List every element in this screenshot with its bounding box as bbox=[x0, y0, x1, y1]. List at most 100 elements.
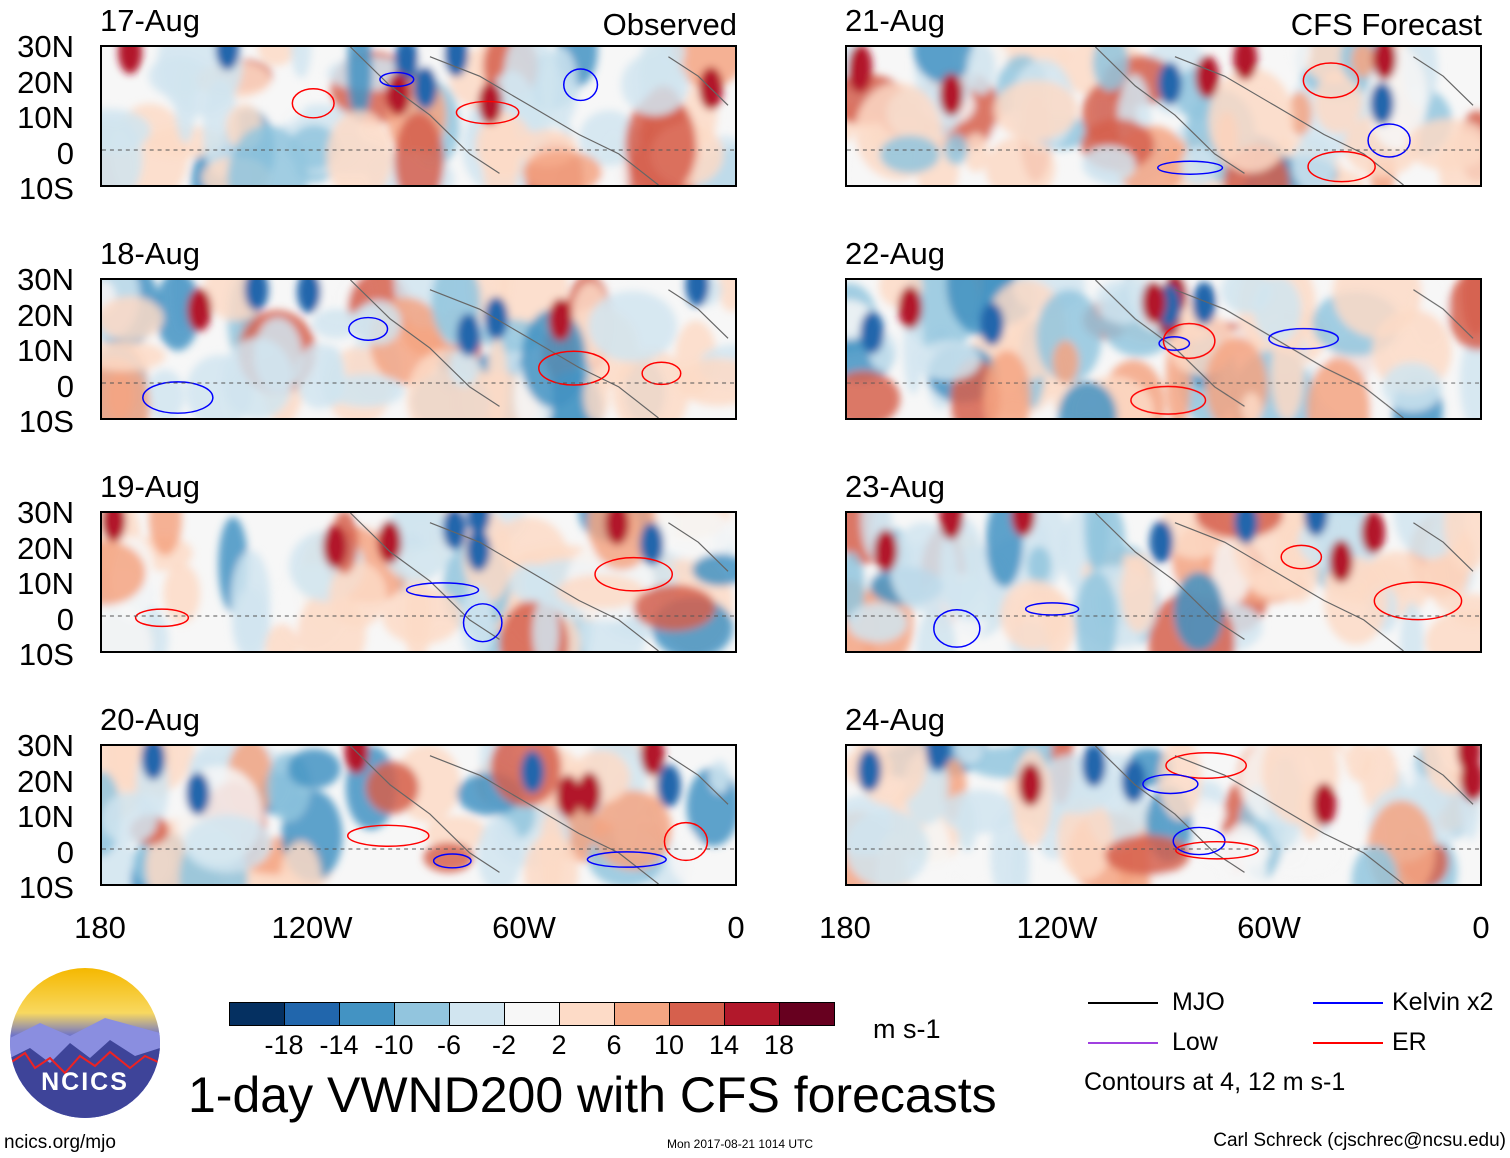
wind-anomaly-blob bbox=[918, 817, 952, 884]
wind-anomaly-blob bbox=[102, 792, 158, 844]
wind-anomaly-blob bbox=[847, 602, 908, 643]
panel-date: 18-Aug bbox=[100, 236, 200, 271]
wind-anomaly-blob bbox=[633, 584, 716, 631]
y-tick-label: 0 bbox=[56, 368, 74, 404]
wind-anomaly-blob bbox=[1382, 362, 1443, 412]
map-panel bbox=[100, 511, 737, 653]
panel-date: 21-Aug bbox=[845, 3, 945, 38]
wind-anomaly-core bbox=[1233, 47, 1258, 81]
wind-anomaly-core bbox=[685, 280, 710, 307]
colorbar-swatch bbox=[780, 1003, 834, 1025]
wind-anomaly-blob bbox=[1121, 553, 1157, 633]
colorbar-swatch bbox=[230, 1003, 285, 1025]
wind-anomaly-blob bbox=[579, 110, 639, 167]
wind-anomaly-core bbox=[857, 748, 882, 792]
map-panel bbox=[845, 45, 1482, 187]
legend-kelvin: Kelvin x2 bbox=[1392, 988, 1494, 1016]
wind-anomaly-blob bbox=[532, 596, 560, 651]
wind-anomaly-blob bbox=[847, 370, 901, 418]
kelvin-contour bbox=[1172, 826, 1226, 856]
y-tick-label: 10S bbox=[18, 171, 74, 206]
wind-anomaly-blob bbox=[403, 570, 432, 651]
mjo-line-icon bbox=[1088, 1002, 1158, 1004]
wind-anomaly-core bbox=[556, 774, 581, 818]
wind-anomaly-blob bbox=[1351, 47, 1375, 78]
x-tick-label: 120W bbox=[1016, 910, 1098, 945]
panel-date: 19-Aug bbox=[100, 469, 200, 504]
wind-anomaly-core bbox=[520, 750, 545, 794]
coastline bbox=[1095, 513, 1474, 651]
colorbar-swatch bbox=[615, 1003, 670, 1025]
wind-anomaly-blob bbox=[1158, 746, 1202, 820]
y-tick-label: 20N bbox=[17, 297, 74, 333]
er-contour bbox=[594, 556, 674, 592]
wind-anomaly-blob bbox=[257, 47, 295, 66]
wind-anomaly-core bbox=[1192, 282, 1217, 325]
wind-anomaly-core bbox=[939, 513, 964, 540]
wind-anomaly-blob bbox=[1460, 280, 1480, 336]
x-tick-label: 0 bbox=[1472, 910, 1490, 945]
wind-anomaly-blob bbox=[509, 563, 552, 603]
wind-anomaly-blob bbox=[102, 296, 164, 340]
kelvin-contour bbox=[379, 71, 415, 88]
wind-anomaly-core bbox=[605, 513, 630, 545]
wind-anomaly-core bbox=[1361, 513, 1386, 554]
wind-anomaly-blob bbox=[486, 337, 508, 418]
wind-anomaly-core bbox=[1370, 82, 1394, 125]
wind-anomaly-blob bbox=[1459, 335, 1480, 418]
wind-anomaly-blob bbox=[1306, 357, 1371, 418]
map-panel bbox=[845, 511, 1482, 653]
kelvin-contour bbox=[1158, 336, 1191, 351]
colorbar-label: -6 bbox=[436, 1030, 462, 1060]
wind-anomaly-blob bbox=[1253, 280, 1302, 344]
wind-anomaly-core bbox=[466, 528, 491, 572]
wind-anomaly-core bbox=[980, 302, 1004, 346]
wind-anomaly-blob bbox=[985, 513, 1023, 588]
wind-anomaly-blob bbox=[1082, 145, 1136, 184]
kelvin-contour bbox=[1367, 123, 1411, 158]
wind-anomaly-blob bbox=[1052, 340, 1079, 384]
kelvin-contour bbox=[933, 609, 981, 648]
legend-low: Low bbox=[1172, 1028, 1218, 1056]
y-tick-label: 30N bbox=[17, 495, 74, 530]
wind-anomaly-blob bbox=[675, 358, 735, 406]
er-contour bbox=[134, 608, 190, 628]
wind-anomaly-blob bbox=[1180, 146, 1218, 185]
wind-anomaly-core bbox=[640, 746, 665, 776]
kelvin-contour bbox=[586, 851, 667, 868]
wind-anomaly-core bbox=[925, 746, 950, 772]
wind-anomaly-blob bbox=[482, 109, 519, 185]
coastline bbox=[350, 513, 729, 651]
wind-anomaly-blob bbox=[963, 133, 989, 173]
y-tick-label: 10N bbox=[17, 799, 74, 834]
wind-anomaly-blob bbox=[1084, 513, 1109, 573]
er-contour bbox=[1307, 150, 1376, 183]
wind-anomaly-blob bbox=[326, 110, 393, 185]
url-link[interactable]: ncics.org/mjo bbox=[4, 1132, 116, 1153]
wind-anomaly-blob bbox=[183, 814, 272, 873]
colorbar-label: 2 bbox=[551, 1030, 567, 1060]
wind-anomaly-core bbox=[442, 513, 467, 550]
wind-anomaly-blob bbox=[661, 513, 734, 562]
wind-anomaly-blob bbox=[879, 135, 940, 174]
colorbar-swatch bbox=[340, 1003, 395, 1025]
wind-anomaly-blob bbox=[983, 350, 1031, 418]
map-panel bbox=[845, 744, 1482, 886]
map-panel bbox=[100, 45, 737, 187]
wind-anomaly-core bbox=[1372, 47, 1397, 81]
wind-anomaly-blob bbox=[394, 112, 444, 185]
wind-anomaly-core bbox=[1234, 513, 1258, 544]
wind-anomaly-core bbox=[657, 764, 681, 808]
wind-anomaly-core bbox=[102, 513, 126, 542]
wind-anomaly-core bbox=[484, 296, 509, 340]
wind-anomaly-blob bbox=[287, 748, 341, 789]
colorbar-swatch bbox=[395, 1003, 450, 1025]
wind-anomaly-blob bbox=[155, 280, 201, 351]
y-tick-label: 30N bbox=[17, 262, 74, 297]
panel-label: CFS Forecast bbox=[1290, 7, 1482, 42]
colorbar-swatch bbox=[670, 1003, 725, 1025]
wind-anomaly-blob bbox=[521, 309, 587, 408]
wind-anomaly-core bbox=[873, 529, 898, 573]
coastline bbox=[350, 280, 729, 418]
x-tick-label: 180 bbox=[74, 910, 126, 945]
